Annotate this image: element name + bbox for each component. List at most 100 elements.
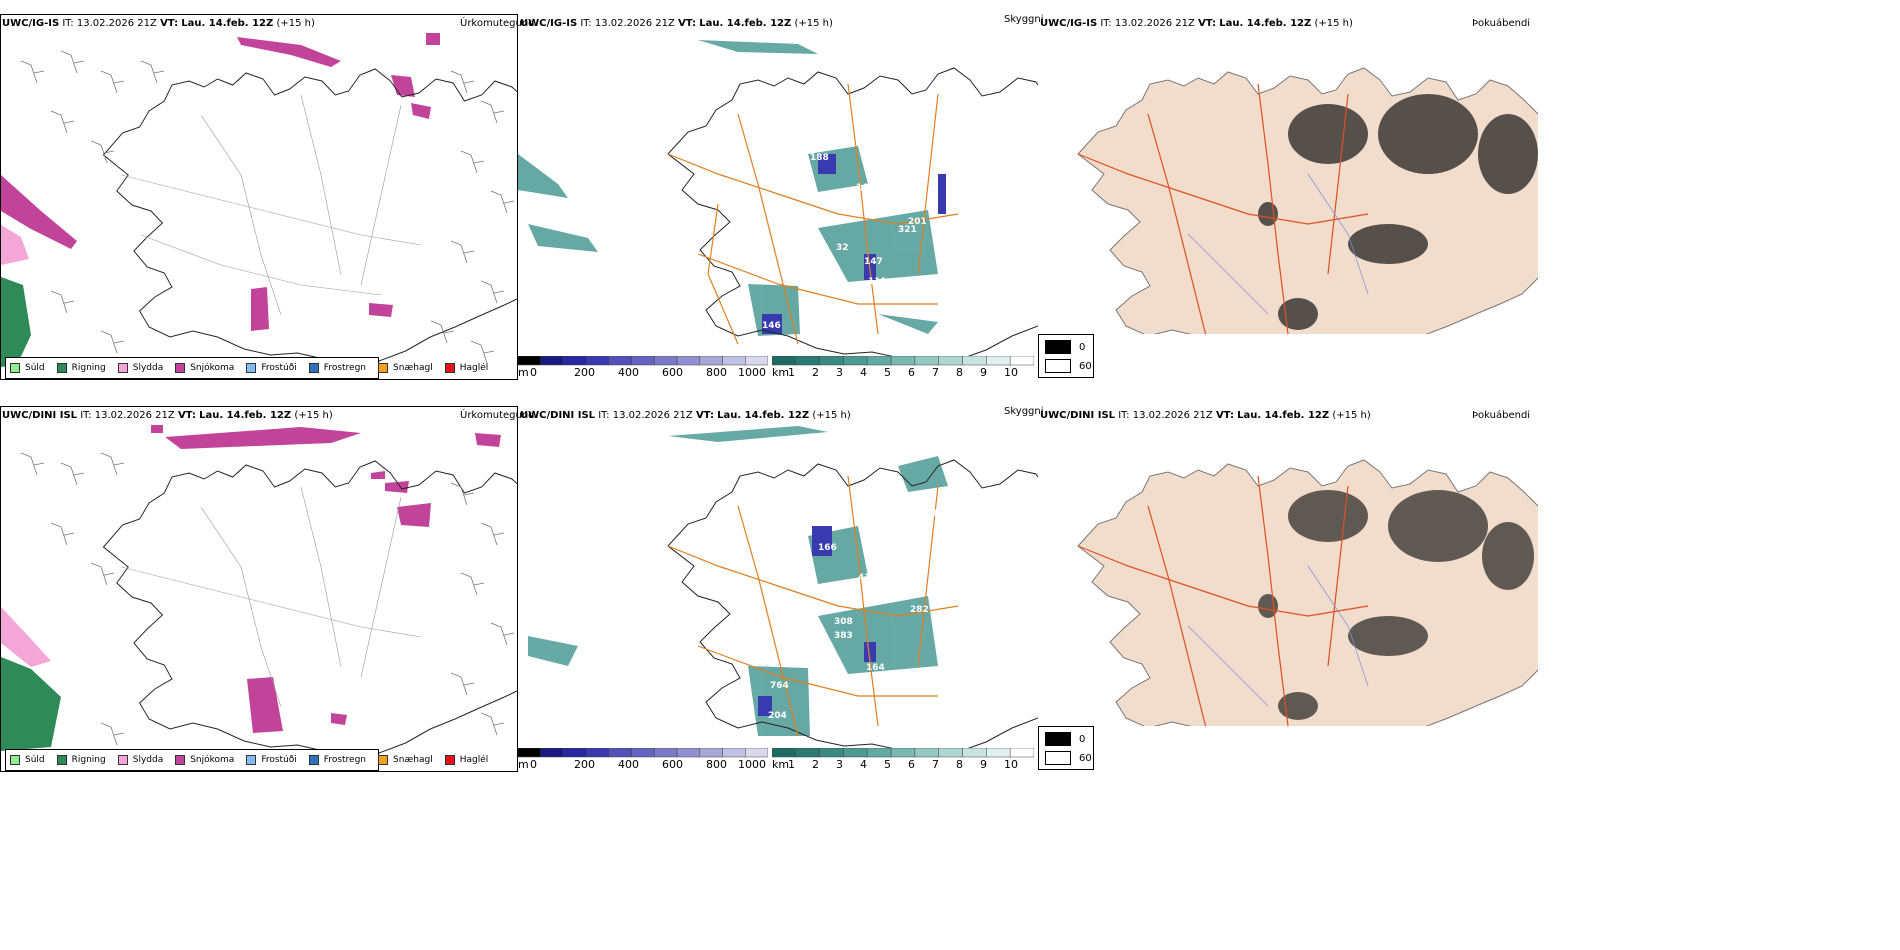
colorbar-segment: [676, 748, 701, 758]
colorbar-segment: [540, 356, 564, 366]
fog-dark-areas: [1258, 490, 1534, 720]
visibility-map-row2: 166 336 415 308 383 282 122 164 764 204: [528, 426, 1038, 757]
colorbar-segment: [654, 748, 678, 758]
fog-map-row2: [1077, 459, 1538, 726]
legend-item: Súld: [10, 363, 45, 373]
colorbar-km-row2: km 1 2 3 4 5 6 7 8 9 10: [772, 748, 1034, 771]
colorbar-segment: [608, 356, 632, 366]
colorbar-segment: [772, 356, 797, 366]
vertical-visibility-areas: [758, 526, 876, 716]
precip-legend-row1: Súld Rigning Slydda Snjókoma Frostúði Fr…: [5, 357, 488, 379]
colorbar-segment: [867, 356, 892, 366]
colorbar-segment: [631, 748, 655, 758]
fog-panel-row1: [1038, 14, 1538, 334]
colorbar-segment: [563, 748, 587, 758]
legend-item: Snæhagl: [378, 363, 433, 373]
visibility-labels: 188 167 32 147 201 321 111 146: [762, 153, 927, 331]
colorbar-segment: [563, 356, 587, 366]
visibility-labels: 166 336 415 308 383 282 122 164 764 204: [768, 509, 951, 721]
colorbar-segment: [843, 748, 868, 758]
vis-label: 122: [932, 509, 951, 519]
visibility-panel-row2: 166 336 415 308 383 282 122 164 764 204: [518, 406, 1038, 772]
panel-title-precip-row1: Úrkomutegund: [460, 18, 535, 29]
colorbar-segment: [585, 356, 610, 366]
vis-label: 201: [908, 217, 927, 227]
colorbar-segment: [867, 748, 892, 758]
colorbar-segment: [585, 748, 610, 758]
colorbar-segment: [699, 748, 723, 758]
coastline: [103, 460, 517, 758]
header-visibility-row2: UWC/DINI ISL IT: 13.02.2026 21Z VT: Lau.…: [520, 410, 851, 421]
colorbar-segment: [676, 356, 701, 366]
legend-item: Frostúði: [246, 363, 297, 373]
low-visibility-areas: [518, 40, 938, 336]
coastline: [103, 68, 517, 366]
colorbar-segment: [914, 748, 939, 758]
vis-label: 147: [864, 257, 883, 267]
precip-panel-row2: Súld Rigning Slydda Snjókoma Frostúði Fr…: [0, 406, 518, 772]
snow-areas: [1, 33, 440, 331]
legend-item: Haglél: [444, 755, 488, 765]
precip-map-row2: [1, 425, 517, 758]
colorbar-m-row2: m 0 200 400 600 800 1000: [518, 748, 768, 771]
colorbar-segment: [962, 748, 987, 758]
colorbar-segment: [1009, 748, 1034, 758]
colorbar-segment: [819, 748, 844, 758]
colorbar-segment: [722, 356, 746, 366]
header-precip-row2: UWC/DINI ISL IT: 13.02.2026 21Z VT: Lau.…: [2, 410, 333, 421]
fog-land: [1077, 67, 1538, 334]
legend-item: Slydda: [117, 363, 163, 373]
panel-title-precip-row2: Úrkomutegund: [460, 410, 535, 421]
vis-label: 282: [910, 605, 929, 615]
vis-label: 146: [762, 321, 781, 331]
colorbar-segment: [986, 748, 1011, 758]
fog-rivers: [1187, 565, 1369, 707]
panel-title-fog-row1: Þokuábendi: [1472, 18, 1531, 29]
colorbar-segment: [938, 356, 963, 366]
roads: [667, 475, 959, 737]
fog-map-row1: [1077, 67, 1538, 334]
fog-panel-row2: [1038, 406, 1538, 726]
snow-areas: [151, 425, 501, 733]
legend-item: Snjókoma: [175, 755, 234, 765]
precip-map-row1: [1, 33, 517, 367]
colorbar-segment: [518, 748, 541, 758]
colorbar-segment: [540, 748, 564, 758]
colorbar-segment: [745, 356, 768, 366]
fog-roads: [1077, 475, 1369, 726]
roads: [120, 486, 422, 708]
fog-roads: [1077, 83, 1369, 334]
legend-item: Haglél: [444, 363, 488, 373]
legend-item: Frostúði: [246, 755, 297, 765]
visibility-map-row1: 188 167 32 147 201 321 111 146: [518, 40, 1038, 365]
colorbar-segment: [772, 748, 797, 758]
legend-item: Frostregn: [308, 755, 366, 765]
colorbar-segment: [745, 748, 768, 758]
header-fog-row1: UWC/IG-IS IT: 13.02.2026 21Z VT: Lau. 14…: [1040, 18, 1353, 29]
legend-item: Rigning: [56, 363, 106, 373]
colorbar-segment: [938, 748, 963, 758]
colorbar-km-row1: km 1 2 3 4 5 6 7 8 9 10: [772, 356, 1034, 379]
vis-label: 415: [858, 573, 877, 583]
legend-item: Súld: [10, 755, 45, 765]
fog-dark-areas: [1258, 94, 1538, 330]
fog-legend-row2: 0 60: [1038, 726, 1094, 770]
rain-area: [1, 277, 31, 367]
vis-label: 336: [864, 549, 883, 559]
colorbar-segment: [795, 356, 820, 366]
legend-item: Slydda: [117, 755, 163, 765]
sleet-area: [1, 225, 29, 265]
visibility-panel-row1: 188 167 32 147 201 321 111 146: [518, 14, 1038, 380]
vis-label: 204: [768, 711, 787, 721]
colorbar-segment: [843, 356, 868, 366]
header-precip-row1: UWC/IG-IS IT: 13.02.2026 21Z VT: Lau. 14…: [2, 18, 315, 29]
vis-label: 164: [866, 663, 885, 673]
colorbar-segment: [631, 356, 655, 366]
precip-panel-row1: Súld Rigning Slydda Snjókoma Frostúði Fr…: [0, 14, 518, 380]
colorbar-segment: [795, 748, 820, 758]
colorbar-segment: [819, 356, 844, 366]
vis-label: 111: [868, 277, 887, 287]
low-visibility-areas: [528, 426, 948, 736]
colorbar-segment: [914, 356, 939, 366]
colorbar-m-row1: m 0 200 400 600 800 1000: [518, 356, 768, 379]
